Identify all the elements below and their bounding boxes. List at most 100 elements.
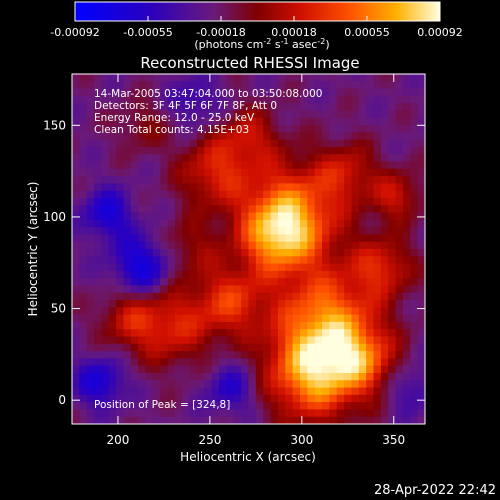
heatmap-cell [189,241,198,250]
heatmap-cell [72,307,80,316]
heatmap-cell [366,74,375,82]
heatmap-cell [358,387,367,396]
heatmap-cell [277,161,286,170]
heatmap-cell [329,300,338,308]
heatmap-cell [79,88,88,97]
heatmap-cell [277,183,286,192]
heatmap-cell [292,95,301,104]
heatmap-cell [72,154,80,163]
heatmap-cell [366,285,375,294]
heatmap-cell [204,358,213,367]
heatmap-cell [123,146,132,155]
heatmap-cell [204,117,213,126]
heatmap-cell [366,321,375,330]
heatmap-cell [263,314,272,323]
heatmap-cell [72,176,80,184]
heatmap-cell [358,197,367,206]
heatmap-cell [182,219,191,228]
heatmap-cell [307,110,316,119]
heatmap-cell [241,139,250,148]
heatmap-cell [344,394,353,403]
heatmap-cell [285,358,294,367]
heatmap-cell [138,416,147,424]
heatmap-cell [292,227,301,236]
heatmap-cell [402,168,411,177]
heatmap-cell [417,234,425,243]
heatmap-cell [263,249,272,257]
heatmap-cell [226,219,235,228]
heatmap-cell [270,205,279,214]
heatmap-cell [182,387,191,396]
heatmap-cell [211,358,220,367]
heatmap-cell [123,168,132,177]
heatmap-cell [322,270,330,279]
heatmap-cell [402,314,411,323]
heatmap-cell [255,95,264,104]
heatmap-cell [248,117,257,126]
heatmap-cell [241,190,250,199]
heatmap-cell [351,219,360,228]
heatmap-cell [395,88,404,97]
heatmap-cell [226,358,235,367]
heatmap-cell [410,321,419,330]
heatmap-cell [219,227,228,236]
heatmap-cell [263,168,272,177]
heatmap-cell [314,314,323,323]
heatmap-cell [116,314,125,323]
heatmap-cell [351,256,360,265]
heatmap-cell [197,343,205,352]
heatmap-cell [373,380,382,389]
heatmap-cell [248,154,257,163]
heatmap-cell [145,125,154,133]
heatmap-cell [358,132,367,141]
heatmap-cell [344,321,353,330]
heatmap-cell [167,205,176,214]
heatmap-cell [101,205,110,214]
heatmap-cell [417,372,425,381]
heatmap-cell [270,74,279,82]
heatmap-cell [79,263,88,272]
plot-annotations: 14-Mar-2005 03:47:04.000 to 03:50:08.000… [94,88,322,411]
heatmap-cell [130,394,139,403]
heatmap-cell [263,103,272,112]
heatmap-cell [255,176,264,184]
heatmap-cell [255,219,264,228]
heatmap-cell [292,336,301,345]
heatmap-cell [174,336,183,345]
heatmap-cell [226,351,235,359]
heatmap-cell [145,358,154,367]
heatmap-cell [211,161,220,170]
heatmap-cell [336,117,345,126]
heatmap-cell [322,292,330,301]
heatmap-cell [182,365,191,374]
heatmap-cell [241,125,250,133]
heatmap-cell [189,125,198,133]
heatmap-cell [248,146,257,155]
heatmap-cell [314,256,323,265]
heatmap-cell [211,409,220,418]
heatmap-cell [299,234,308,243]
heatmap-cell [94,307,103,316]
heatmap-cell [182,394,191,403]
heatmap-cell [395,103,404,112]
heatmap-cell [72,146,80,155]
heatmap-cell [248,256,257,265]
heatmap-cell [86,183,95,192]
heatmap-cell [285,314,294,323]
heatmap-cell [72,329,80,338]
heatmap-cell [410,205,419,214]
heatmap-cell [314,300,323,308]
heatmap-cell [211,227,220,236]
heatmap-cell [182,241,191,250]
heatmap-cell [277,205,286,214]
heatmap-cell [380,372,389,381]
heatmap-cell [263,227,272,236]
heatmap-cell [380,416,389,424]
heatmap-cell [204,95,213,104]
heatmap-cell [182,117,191,126]
heatmap-cell [101,351,110,359]
heatmap-cell [299,74,308,82]
heatmap-cell [108,132,117,141]
heatmap-cell [277,365,286,374]
heatmap-cell [380,387,389,396]
